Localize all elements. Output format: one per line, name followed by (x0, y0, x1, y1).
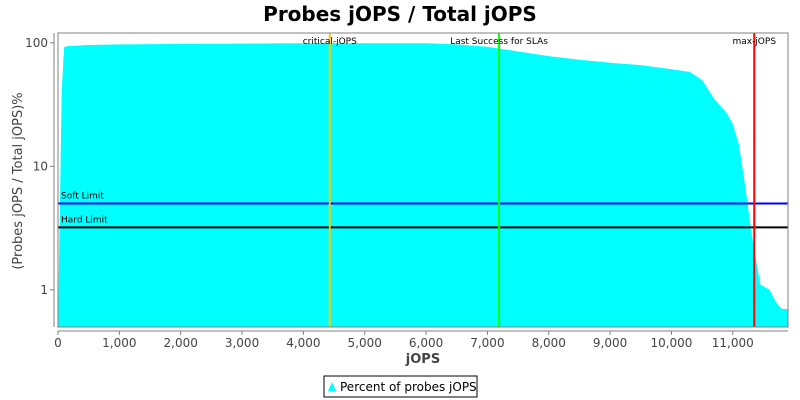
x-tick-label: 2,000 (164, 336, 198, 350)
legend-series-swatch (328, 382, 336, 391)
legend-box (323, 375, 478, 398)
y-axis: 1 10 100 (25, 33, 55, 327)
plot-frame (57, 32, 789, 328)
x-axis: 0 1,000 2,000 3,000 4,000 5,000 6,000 7,000 8,00… (54, 330, 788, 350)
chart-title: Probes jOPS / Total jOPS (263, 2, 537, 26)
horizontal-markers: Soft Limit Hard Limit (58, 191, 788, 229)
x-tick-label: 0 (54, 336, 62, 350)
vertical-marker-label-1: Last Success for SLAs (450, 37, 548, 47)
x-tick-label: 6,000 (409, 336, 443, 350)
series-layer (58, 43, 788, 327)
x-tick-label: 8,000 (532, 336, 566, 350)
vertical-marker-label-2: max-jOPS (732, 37, 776, 47)
x-tick-label: 7,000 (470, 336, 504, 350)
x-tick-label: 9,000 (593, 336, 627, 350)
legend-entry-label: Percent of probes jOPS (340, 380, 477, 394)
y-tick-label: 100 (25, 36, 48, 50)
x-axis-label: jOPS (405, 352, 440, 367)
x-tick-label: 4,000 (286, 336, 320, 350)
y-tick-label: 10 (33, 159, 48, 173)
x-tick-label: 10,000 (650, 336, 692, 350)
legend: Percent of probes jOPS (323, 375, 478, 398)
series-area-0 (58, 43, 788, 327)
horizontal-marker-label-0: Soft Limit (61, 191, 104, 201)
vertical-markers: critical-jOPS Last Success for SLAs max-jO… (303, 33, 776, 327)
y-axis-label: (Probes jOPS / Total jOPS)% (11, 92, 26, 269)
x-tick-label: 3,000 (225, 336, 259, 350)
plot-area: Soft Limit Hard Limit critical-jOPS Last S… (57, 32, 789, 328)
x-tick-label: 5,000 (348, 336, 382, 350)
x-tick-label: 11,000 (712, 336, 754, 350)
horizontal-marker-label-1: Hard Limit (61, 215, 108, 225)
vertical-marker-label-0: critical-jOPS (303, 37, 357, 47)
y-tick-label: 1 (40, 283, 48, 297)
x-tick-label: 1,000 (102, 336, 136, 350)
